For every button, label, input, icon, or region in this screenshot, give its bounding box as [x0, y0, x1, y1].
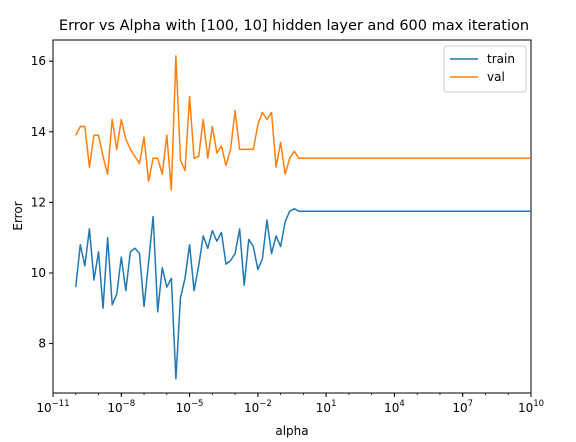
y-axis-title: Error	[11, 201, 25, 230]
y-tick-label: 10	[31, 266, 46, 280]
chart-title: Error vs Alpha with [100, 10] hidden lay…	[59, 18, 529, 34]
legend: train val	[443, 45, 527, 93]
x-axis-title: alpha	[275, 424, 308, 438]
series-line-train	[75, 207, 531, 380]
y-tick-label: 12	[31, 195, 46, 209]
legend-label-train: train	[487, 52, 515, 66]
plot-area	[52, 39, 532, 394]
x-tick-label: 10−5	[176, 399, 204, 415]
x-tick-label: 1010	[518, 399, 544, 415]
x-tick-label: 104	[384, 399, 405, 415]
y-tick-label: 14	[31, 125, 46, 139]
legend-label-val: val	[487, 70, 505, 84]
x-tick-label: 10−2	[244, 399, 272, 415]
y-tick-label: 8	[38, 337, 46, 351]
series-layer	[75, 55, 531, 380]
x-tick-label: 107	[452, 399, 473, 415]
x-tick-label: 101	[316, 399, 337, 415]
legend-box	[443, 45, 527, 93]
x-tick-label: 10−11	[36, 399, 69, 415]
x-tick-label: 10−8	[107, 399, 135, 415]
series-line-val	[75, 55, 531, 191]
y-tick-label: 16	[31, 54, 46, 68]
x-axis: 10−11 10−8 10−5 10−2 101 104 107 1010	[36, 393, 544, 415]
y-axis: 8 10 12 14 16	[31, 54, 53, 351]
